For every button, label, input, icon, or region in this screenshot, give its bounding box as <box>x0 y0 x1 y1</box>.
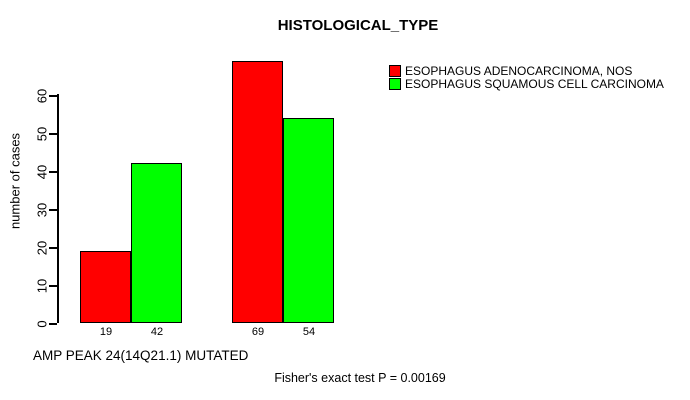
y-tick-label: 50 <box>34 126 50 142</box>
bar-value-label: 42 <box>150 326 164 338</box>
legend-label: ESOPHAGUS SQUAMOUS CELL CARCINOMA <box>405 77 664 92</box>
y-tick-label: 20 <box>34 240 50 256</box>
y-tick-label: 30 <box>34 202 50 218</box>
stat-annotation: Fisher's exact test P = 0.00169 <box>274 371 446 385</box>
y-tick-label: 60 <box>34 88 50 104</box>
y-tick <box>49 133 57 135</box>
y-tick <box>49 95 57 97</box>
y-tick <box>49 285 57 287</box>
chart-title: HISTOLOGICAL_TYPE <box>277 17 439 34</box>
y-tick-label: 40 <box>34 164 50 180</box>
bar <box>283 118 334 323</box>
legend-item: ESOPHAGUS ADENOCARCINOMA, NOS <box>389 64 664 78</box>
legend: ESOPHAGUS ADENOCARCINOMA, NOS ESOPHAGUS … <box>389 64 664 91</box>
bar-value-label: 19 <box>99 326 113 338</box>
y-tick <box>49 209 57 211</box>
bar-value-label: 54 <box>302 326 316 338</box>
bar <box>131 163 182 323</box>
y-tick-label: 0 <box>34 320 50 328</box>
legend-swatch-adenocarcinoma <box>389 64 401 77</box>
bar-value-label: 69 <box>251 326 265 338</box>
legend-label: ESOPHAGUS ADENOCARCINOMA, NOS <box>405 63 633 78</box>
legend-swatch-squamous <box>389 78 401 91</box>
y-axis-label: number of cases <box>7 132 23 230</box>
y-tick <box>49 171 57 173</box>
y-axis-line <box>57 94 59 323</box>
y-tick-label: 10 <box>34 278 50 294</box>
x-axis-label: AMP PEAK 24(14Q21.1) MUTATED <box>33 348 249 363</box>
y-tick <box>49 247 57 249</box>
bar <box>232 61 283 323</box>
bar <box>80 251 131 323</box>
y-tick <box>49 323 57 325</box>
legend-item: ESOPHAGUS SQUAMOUS CELL CARCINOMA <box>389 77 664 92</box>
